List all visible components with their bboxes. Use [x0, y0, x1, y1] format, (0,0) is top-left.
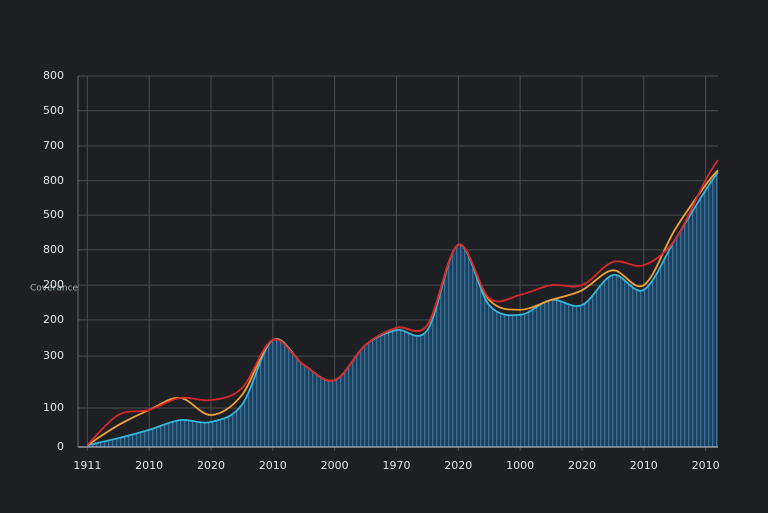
- y-tick-label: 200: [43, 313, 64, 326]
- x-tick-label: 2020: [444, 459, 472, 472]
- y-tick-label: 100: [43, 401, 64, 414]
- y-tick-label: 700: [43, 139, 64, 152]
- y-tick-label: 800: [43, 174, 64, 187]
- x-tick-label: 1970: [382, 459, 410, 472]
- line: [86, 159, 719, 446]
- y-tick-label: 500: [43, 104, 64, 117]
- y-axis-label: Coverance: [30, 284, 79, 294]
- line: [87, 171, 719, 447]
- y-tick-label: 0: [57, 440, 64, 453]
- x-tick-label: 2000: [321, 459, 349, 472]
- x-tick-label: 2010: [630, 459, 658, 472]
- x-tick-label: 2010: [259, 459, 287, 472]
- x-tick-label: 2020: [197, 459, 225, 472]
- x-tick-label: 2010: [135, 459, 163, 472]
- area: [87, 171, 719, 447]
- y-tick-label: 300: [43, 349, 64, 362]
- x-tick-label: 2010: [692, 459, 720, 472]
- y-tick-label: 500: [43, 208, 64, 221]
- x-tick-label: 1000: [506, 459, 534, 472]
- x-tick-label: 1911: [73, 459, 101, 472]
- y-tick-label: 800: [43, 243, 64, 256]
- x-tick-label: 2020: [568, 459, 596, 472]
- y-tick-label: 200: [43, 278, 64, 291]
- y-tick-label: 800: [43, 69, 64, 82]
